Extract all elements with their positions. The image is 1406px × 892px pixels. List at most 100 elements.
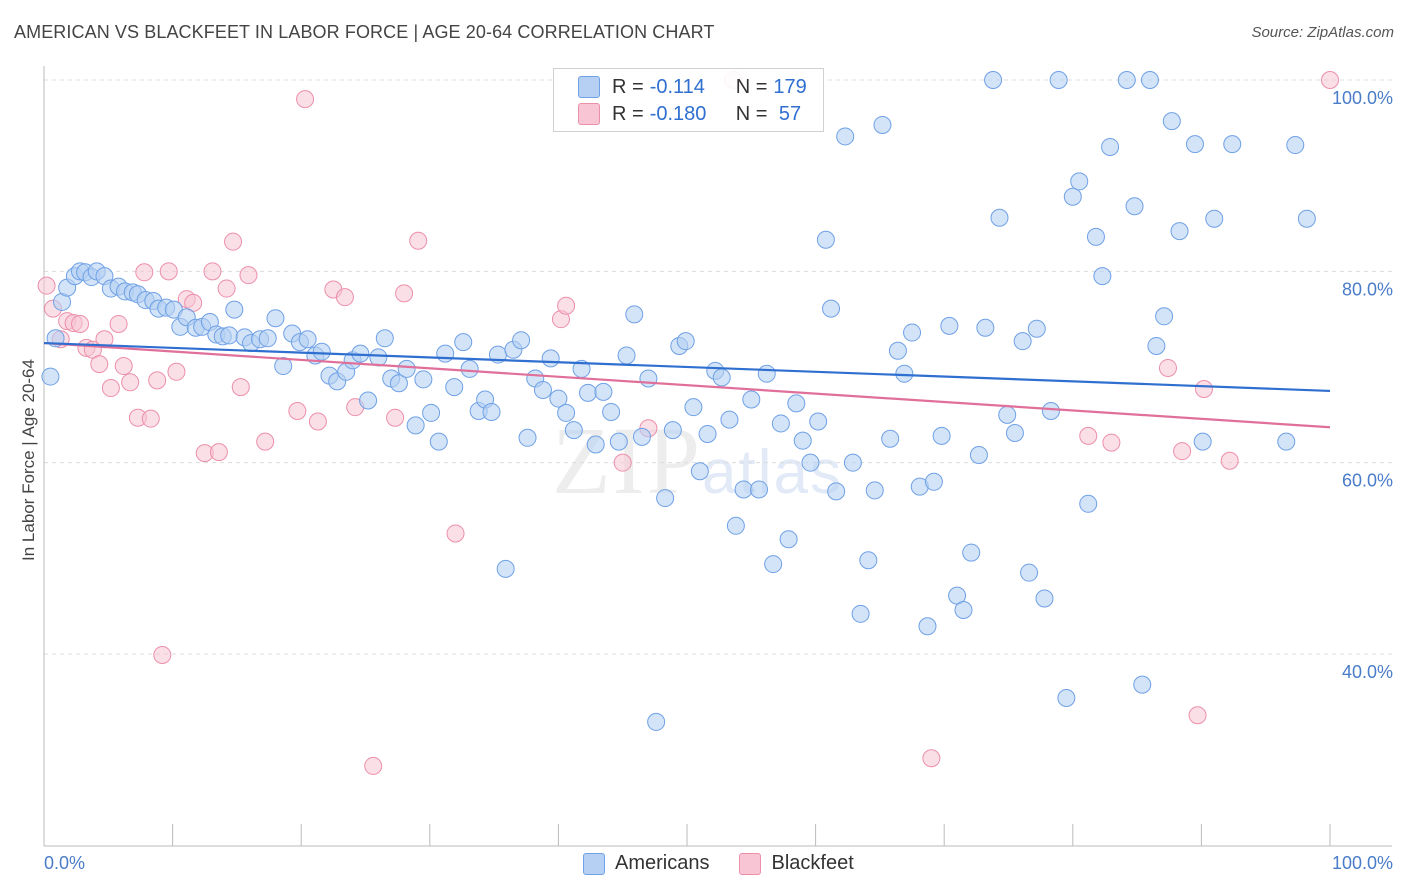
americans-point <box>1086 227 1105 246</box>
blackfeet-point <box>1079 426 1098 445</box>
y-tick-label: 60.0% <box>1342 471 1393 491</box>
americans-point <box>1193 432 1212 451</box>
legend-item-blackfeet: Blackfeet <box>739 852 854 875</box>
americans-point <box>881 429 900 448</box>
americans-point <box>602 402 621 421</box>
americans-point <box>1020 563 1039 582</box>
americans-point <box>764 555 783 574</box>
americans-point <box>632 427 651 446</box>
americans-point <box>594 382 613 401</box>
americans-point <box>976 318 995 337</box>
americans-point <box>1005 424 1024 443</box>
n-value: 179 <box>773 75 807 98</box>
americans-point <box>1035 589 1054 608</box>
blackfeet-point <box>209 443 228 462</box>
americans-point <box>990 208 1009 227</box>
americans-point <box>734 480 753 499</box>
americans-point <box>962 543 981 562</box>
americans-point <box>1041 402 1060 421</box>
americans-point <box>220 326 239 345</box>
americans-point <box>266 309 285 328</box>
americans-point <box>609 432 628 451</box>
americans-point <box>617 346 636 365</box>
americans-point <box>1125 197 1144 216</box>
americans-point <box>1277 432 1296 451</box>
legend-item-americans: Americans <box>583 852 709 875</box>
americans-point <box>482 402 501 421</box>
americans-point <box>414 370 433 389</box>
americans-point <box>429 432 448 451</box>
americans-point <box>750 480 769 499</box>
americans-point <box>903 323 922 342</box>
americans-point <box>1205 209 1224 228</box>
blackfeet-legend-swatch <box>739 852 762 875</box>
blackfeet-point <box>386 408 405 427</box>
x-tick-label: 100.0% <box>1332 853 1393 873</box>
americans-point <box>865 481 884 500</box>
y-tick-label: 40.0% <box>1342 662 1393 682</box>
blackfeet-point <box>557 296 576 315</box>
blackfeet-point <box>335 288 354 307</box>
legend-row-blackfeet: R = -0.180 N = 57 <box>578 101 801 127</box>
blackfeet-point <box>153 645 172 664</box>
blackfeet-point <box>148 371 167 390</box>
americans-legend-swatch <box>583 852 605 875</box>
americans-point <box>698 424 717 443</box>
chart-title: AMERICAN VS BLACKFEET IN LABOR FORCE | A… <box>14 22 715 42</box>
americans-point <box>954 600 973 619</box>
blackfeet-point <box>922 749 941 768</box>
americans-point <box>1140 71 1159 89</box>
americans-point <box>639 369 658 388</box>
americans-point <box>801 453 820 472</box>
r-label: R = <box>612 102 644 125</box>
series-legend: Americans Blackfeet <box>583 852 884 875</box>
americans-point <box>918 617 937 636</box>
americans-point <box>793 431 812 450</box>
americans-point <box>578 383 597 402</box>
americans-point <box>816 230 835 249</box>
axes <box>43 66 1392 847</box>
americans-point <box>859 551 878 570</box>
americans-point <box>258 329 277 348</box>
americans-point <box>389 374 408 393</box>
americans-point <box>969 446 988 465</box>
r-value: -0.180 <box>649 102 707 125</box>
americans-point <box>1101 137 1120 156</box>
blackfeet-point <box>1188 706 1207 725</box>
americans-point <box>1155 307 1174 326</box>
americans-point <box>1079 494 1098 513</box>
blackfeet-point <box>224 232 243 251</box>
americans-point <box>1185 135 1204 154</box>
blackfeet-point <box>121 373 140 392</box>
americans-point <box>533 380 552 399</box>
americans-point <box>809 412 828 431</box>
americans-point <box>932 426 951 445</box>
blackfeet-legend-label: Blackfeet <box>771 852 854 874</box>
legend-row-americans: R = -0.114 N = 179 <box>578 74 807 100</box>
n-value: 57 <box>773 102 802 125</box>
correlation-legend: R = -0.114 N = 179 R = -0.180 N = 57 <box>553 68 824 132</box>
americans-point <box>779 530 798 549</box>
americans-point <box>1117 71 1136 89</box>
americans-point <box>940 316 959 335</box>
americans-trend-line <box>43 341 1331 393</box>
y-tick-label: 100.0% <box>1332 88 1393 108</box>
blackfeet-point <box>71 314 90 333</box>
americans-point <box>998 405 1017 424</box>
americans-point <box>369 348 388 367</box>
blackfeet-swatch <box>578 103 600 125</box>
blackfeet-points <box>37 71 1339 775</box>
blackfeet-point <box>1173 442 1192 461</box>
blackfeet-point <box>101 379 120 398</box>
americans-point <box>625 305 644 324</box>
blackfeet-point <box>231 378 250 397</box>
blackfeet-point <box>1321 71 1339 89</box>
americans-points <box>41 71 1316 731</box>
americans-point <box>822 299 841 318</box>
axis-labels: 40.0% 60.0% 80.0% 100.0% 0.0% 100.0% In Labor … <box>19 88 1393 873</box>
americans-point <box>541 349 560 368</box>
americans-point <box>1286 136 1305 155</box>
blackfeet-point <box>1158 358 1177 377</box>
y-tick-label: 80.0% <box>1342 279 1393 299</box>
